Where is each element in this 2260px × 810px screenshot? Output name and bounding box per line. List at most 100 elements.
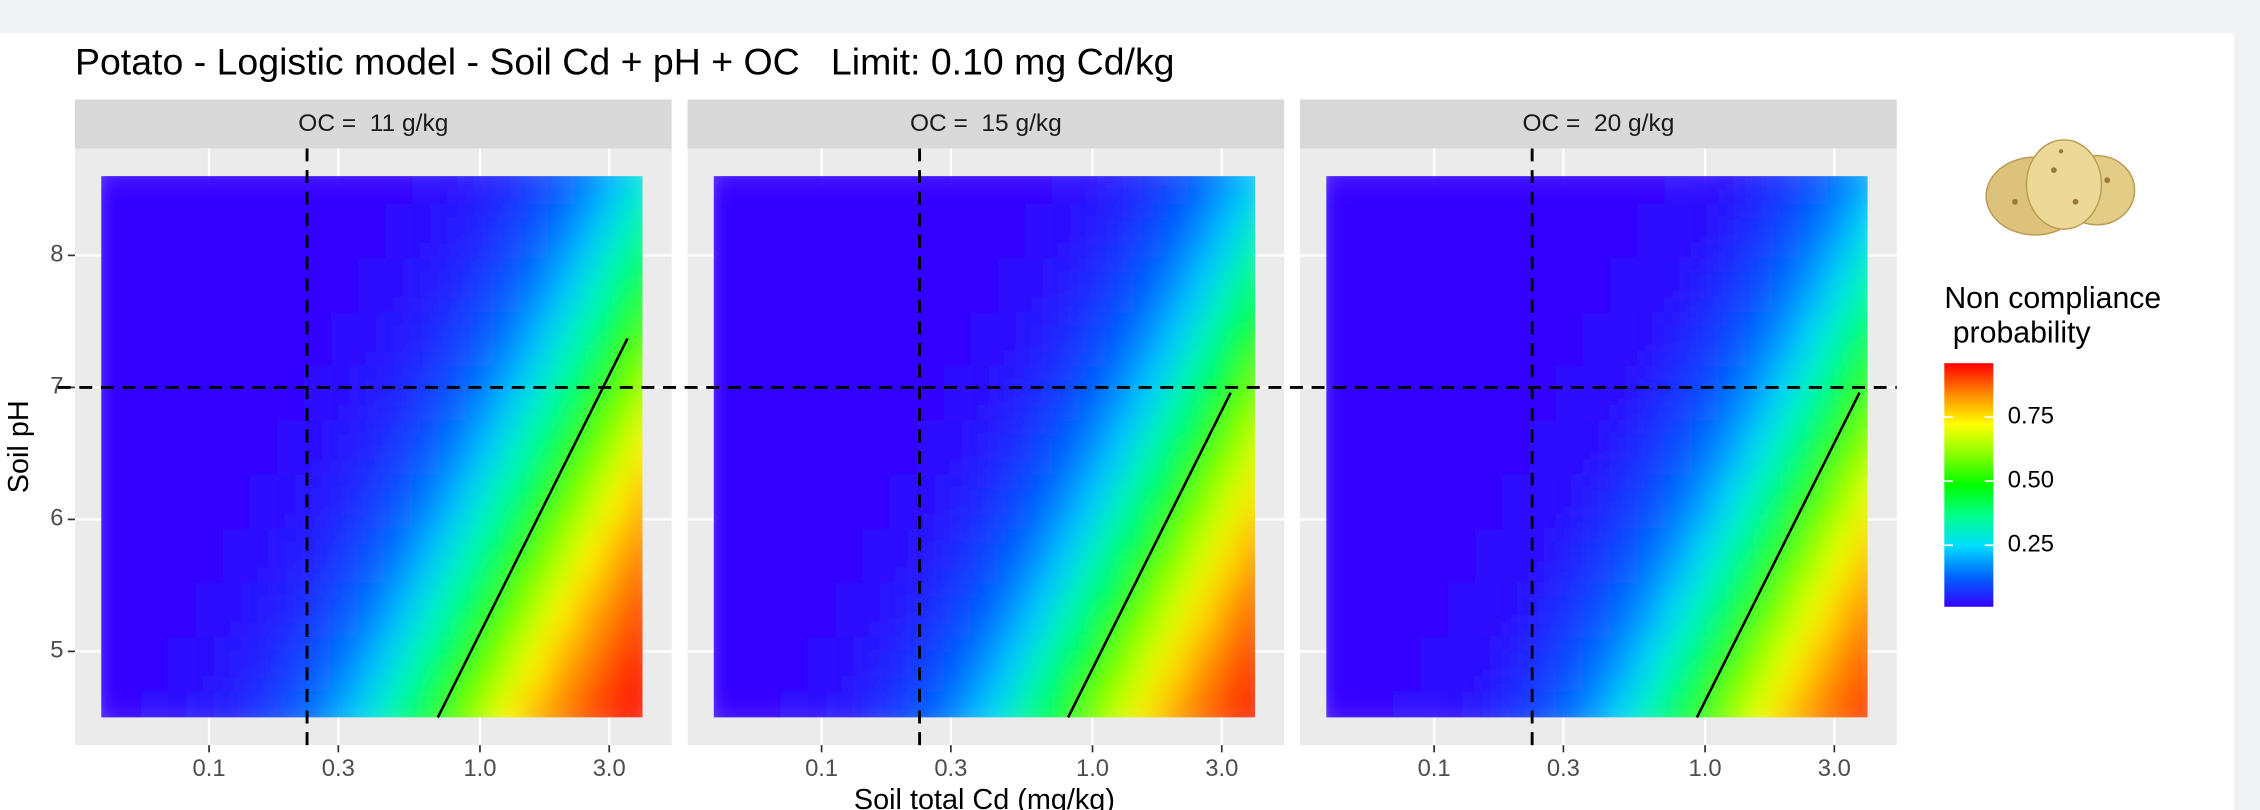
heatmap-cell: [1366, 203, 1394, 259]
heatmap-cell: [1160, 365, 1189, 421]
heatmap-cell: [520, 636, 549, 692]
heatmap-cell: [114, 257, 142, 313]
heatmap-cell: [1447, 203, 1476, 259]
heatmap-cell: [601, 419, 630, 475]
heatmap-cell: [780, 582, 809, 637]
heatmap-cell: [547, 690, 576, 718]
heatmap-cell: [943, 636, 972, 692]
heatmap-cell: [1447, 473, 1476, 529]
heatmap-cell: [1133, 636, 1161, 692]
heatmap-cell: [780, 473, 809, 529]
heatmap-cell: [970, 176, 999, 204]
heatmap-cell: [753, 473, 782, 529]
heatmap-cell: [835, 365, 863, 421]
heatmap-cell: [997, 365, 1026, 421]
heatmap-cell: [141, 582, 169, 637]
heatmap-cell: [101, 419, 116, 475]
heatmap-cell: [628, 257, 643, 313]
chart-title: Potato - Logistic model - Soil Cd + pH +…: [75, 41, 1175, 83]
heatmap-cell: [1637, 419, 1666, 475]
x-tick-label: 1.0: [1689, 755, 1722, 782]
heatmap-cell: [412, 473, 441, 529]
heatmap-cell: [141, 365, 169, 421]
heatmap-cell: [1555, 203, 1584, 259]
x-tick-label: 0.1: [805, 755, 838, 782]
heatmap-cell: [1799, 257, 1828, 313]
heatmap-cell: [1447, 582, 1476, 637]
heatmap-cell: [835, 636, 863, 692]
heatmap-cell: [1474, 473, 1503, 529]
heatmap-cell: [1420, 176, 1449, 204]
heatmap-cell: [357, 582, 386, 637]
heatmap-cell: [276, 690, 305, 718]
heatmap-cell: [493, 203, 522, 259]
heatmap-cell: [1024, 473, 1053, 529]
heatmap-cell: [1529, 365, 1557, 421]
heatmap-cell: [1078, 311, 1107, 367]
heatmap-cell: [862, 473, 891, 529]
heatmap-cell: [1799, 203, 1828, 259]
heatmap-cell: [1339, 176, 1367, 204]
heatmap-cell: [1664, 582, 1693, 637]
heatmap-cell: [1214, 257, 1243, 313]
heatmap-cell: [601, 636, 630, 692]
heatmap-cell: [889, 690, 918, 718]
heatmap-cell: [1214, 636, 1243, 692]
heatmap-cell: [303, 690, 332, 718]
heatmap-cell: [1447, 636, 1476, 692]
heatmap-cell: [1214, 203, 1243, 259]
heatmap-cell: [1664, 257, 1693, 313]
heatmap-cell: [114, 365, 142, 421]
heatmap-cell: [1339, 365, 1367, 421]
heatmap-cell: [1610, 690, 1639, 718]
heatmap-cell: [1610, 473, 1639, 529]
heatmap-cell: [141, 636, 169, 692]
heatmap-cell: [1691, 365, 1720, 421]
heatmap-cell: [889, 311, 918, 367]
heatmap-cell: [1214, 473, 1243, 529]
heatmap-cell: [780, 311, 809, 367]
heatmap-cell: [357, 473, 386, 529]
heatmap-cell: [1024, 203, 1053, 259]
heatmap-cell: [1529, 257, 1557, 313]
y-tick-label: 7: [50, 373, 63, 400]
heatmap-cell: [1501, 203, 1530, 259]
heatmap-cell: [1854, 690, 1868, 718]
heatmap-cell: [222, 419, 251, 475]
heatmap-cell: [385, 473, 413, 529]
heatmap-cell: [889, 257, 918, 313]
heatmap-cell: [547, 176, 576, 204]
heatmap-cell: [1447, 690, 1476, 718]
heatmap-cell: [1799, 365, 1828, 421]
heatmap-cell: [101, 311, 116, 367]
heatmap-cell: [101, 257, 116, 313]
heatmap-cell: [385, 419, 413, 475]
heatmap-cell: [1826, 473, 1855, 529]
heatmap-cell: [303, 176, 332, 204]
heatmap-cell: [101, 473, 116, 529]
heatmap-cell: [357, 365, 386, 421]
heatmap-cell: [1799, 527, 1828, 583]
heatmap-cell: [1772, 419, 1801, 475]
heatmap-cell: [114, 419, 142, 475]
heatmap-cell: [1501, 311, 1530, 367]
heatmap-cell: [303, 636, 332, 692]
heatmap-cell: [357, 419, 386, 475]
heatmap-cell: [1691, 690, 1720, 718]
heatmap-cell: [141, 311, 169, 367]
heatmap-cell: [439, 176, 468, 204]
heatmap-cell: [943, 690, 972, 718]
heatmap-cell: [1691, 176, 1720, 204]
heatmap-cell: [1718, 257, 1747, 313]
heatmap-cell: [195, 690, 224, 718]
heatmap-cell: [1420, 257, 1449, 313]
heatmap-cell: [628, 203, 643, 259]
heatmap-cell: [1447, 176, 1476, 204]
heatmap-cell: [1447, 527, 1476, 583]
heatmap-cell: [101, 582, 116, 637]
heatmap-cell: [574, 527, 603, 583]
heatmap-cell: [1339, 311, 1367, 367]
heatmap-cell: [1474, 365, 1503, 421]
heatmap-cell: [889, 203, 918, 259]
